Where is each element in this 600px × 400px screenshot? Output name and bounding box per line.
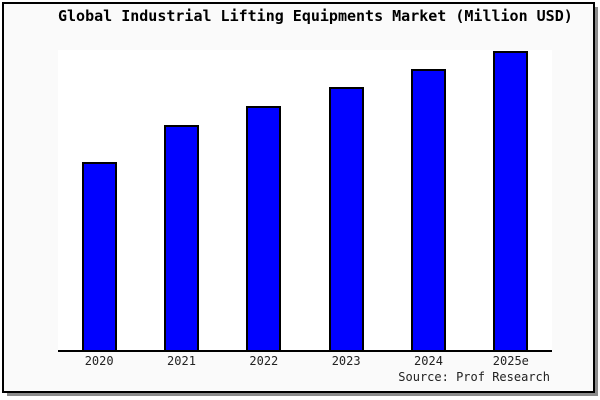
x-axis-label-2025e: 2025e	[492, 354, 529, 368]
x-axis-label-2023: 2023	[331, 354, 361, 368]
bar-2025e	[493, 51, 529, 350]
x-axis-labels: 2020 2021 2022 2023 2024 2025e	[58, 354, 552, 370]
source-credit: Source: Prof Research	[398, 370, 550, 384]
chart-title: Global Industrial Lifting Equipments Mar…	[58, 7, 573, 25]
bar-2023	[328, 87, 364, 350]
plot-area	[58, 50, 552, 352]
bar-2024	[411, 69, 446, 350]
bar-2020	[81, 162, 117, 350]
x-axis-label-2020: 2020	[84, 354, 114, 368]
bar-2021	[164, 125, 199, 350]
x-axis-label-2021: 2021	[167, 354, 196, 368]
x-axis-label-2024: 2024	[414, 354, 443, 368]
bar-2022	[246, 106, 282, 350]
x-axis-line	[58, 350, 552, 352]
x-axis-label-2022: 2022	[249, 354, 279, 368]
chart-frame: Global Industrial Lifting Equipments Mar…	[2, 2, 595, 393]
